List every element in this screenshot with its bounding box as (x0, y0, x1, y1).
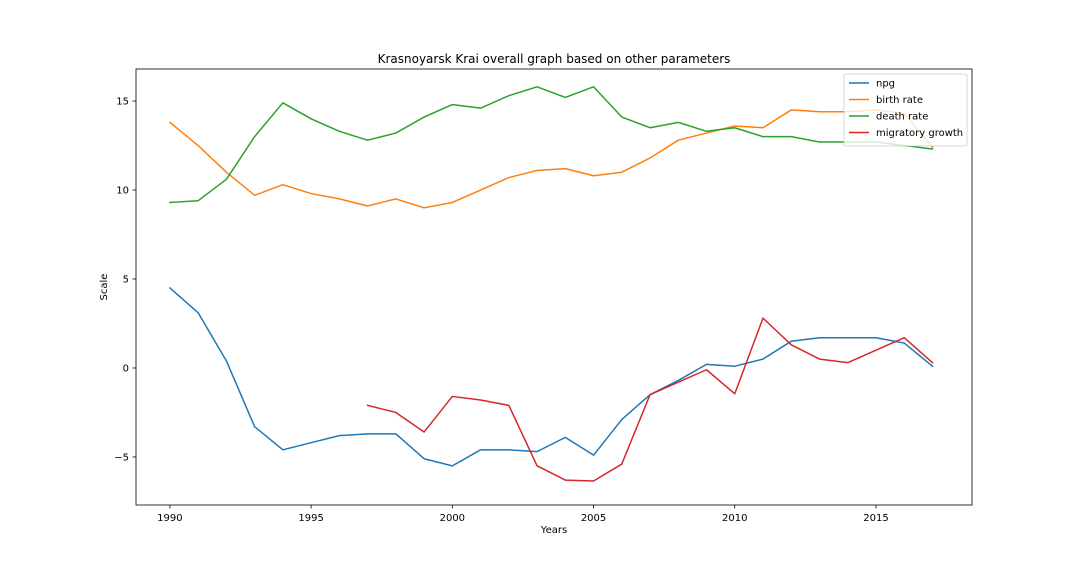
axes-frame (135, 68, 973, 506)
legend-box (843, 73, 968, 147)
series-line-birth-rate (168, 109, 934, 209)
series-line-npg (168, 286, 934, 467)
y-tick-label: 10 (116, 186, 129, 197)
x-axis-title: Years (540, 525, 567, 536)
legend: npg birth rate death rate migratory growth (843, 73, 968, 147)
legend-label: npg (876, 79, 895, 90)
series-line-death-rate (169, 86, 934, 204)
x-tick-label: 2005 (581, 513, 606, 524)
plot-area: 1990 1995 2000 2005 2010 2015 −5 0 5 10 15 (114, 68, 973, 524)
legend-label: migratory growth (876, 128, 963, 139)
x-tick-label: 2010 (722, 513, 747, 524)
series-line-migratory-growth (366, 317, 934, 482)
legend-label: death rate (876, 112, 928, 123)
legend-label: birth rate (876, 95, 923, 106)
y-tick-label: 0 (123, 363, 129, 374)
y-tick-label: 15 (116, 97, 129, 108)
y-axis-title: Scale (99, 274, 110, 301)
y-tick-label: 5 (123, 274, 129, 285)
y-tick-label: −5 (114, 452, 129, 463)
x-tick-label: 1995 (298, 513, 323, 524)
x-tick-label: 1990 (157, 513, 182, 524)
chart-title: Krasnoyarsk Krai overall graph based on … (378, 52, 731, 66)
x-tick-label: 2015 (863, 513, 888, 524)
x-tick-label: 2000 (440, 513, 465, 524)
